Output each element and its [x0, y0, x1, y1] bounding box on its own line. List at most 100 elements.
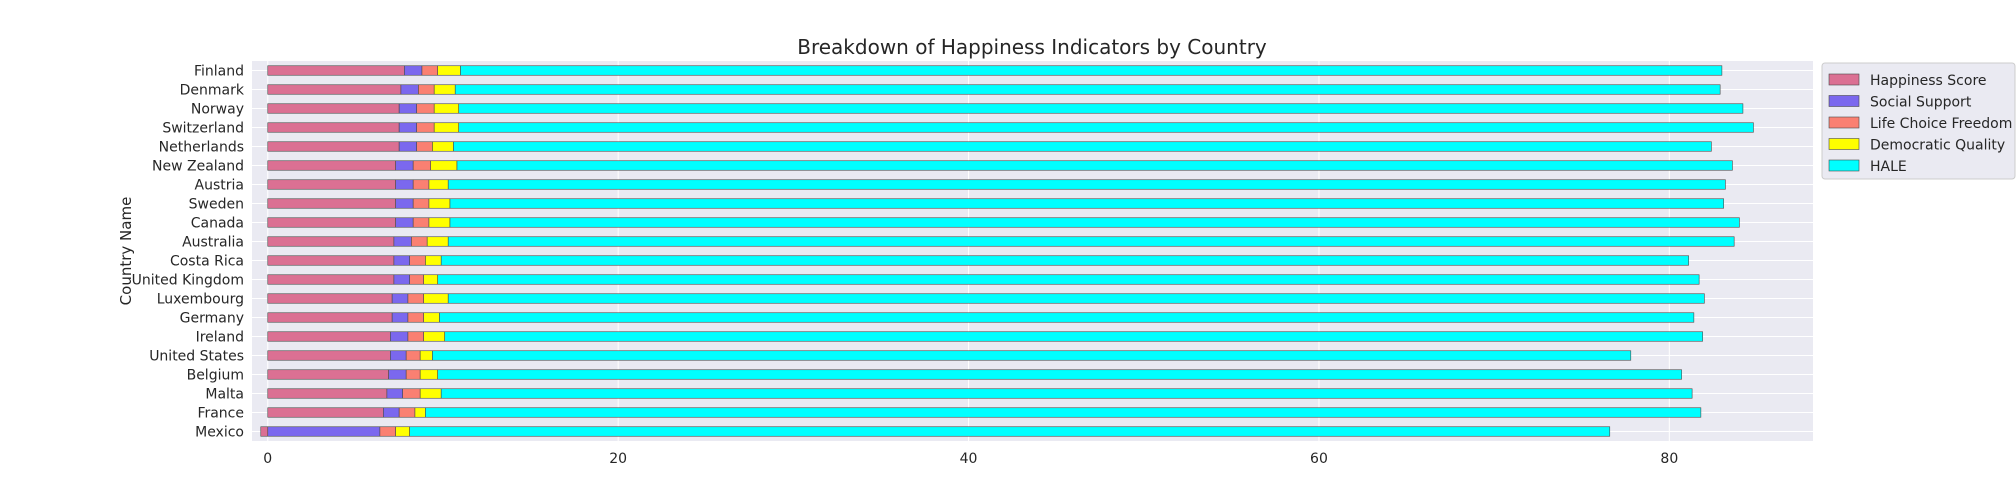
bar-segment — [267, 198, 396, 209]
bar-segment — [267, 350, 391, 361]
bar-segment — [267, 236, 395, 247]
bar-segment — [267, 122, 400, 133]
bar-segment — [437, 274, 1700, 285]
y-tick-label: Australia — [182, 235, 244, 251]
bar-segment — [267, 84, 402, 95]
y-tick-label: Costa Rica — [170, 254, 244, 270]
bar-segment — [409, 255, 426, 266]
bar-segment — [395, 179, 414, 190]
bar-segment — [395, 160, 414, 171]
bar-segment — [391, 312, 409, 323]
bar-segment — [428, 179, 449, 190]
bar-segment — [453, 141, 1712, 152]
bar-segment — [379, 426, 396, 437]
bar-segment — [412, 179, 430, 190]
bar-segment — [267, 255, 395, 266]
bar-segment — [393, 236, 412, 247]
bars — [260, 65, 1754, 437]
bar-segment — [425, 255, 442, 266]
legend: Happiness Score Social Support Life Choice… — [1821, 62, 2016, 180]
bar-segment — [423, 312, 440, 323]
legend-swatch — [1828, 116, 1860, 129]
bar-segment — [458, 103, 1744, 114]
y-tick-label: Finland — [194, 64, 244, 80]
legend-swatch — [1828, 73, 1860, 86]
y-tick-label: Mexico — [195, 425, 244, 441]
bar-segment — [423, 331, 446, 342]
bar-segment — [390, 331, 409, 342]
y-tick-label: Sweden — [189, 197, 244, 213]
bar-segment — [409, 274, 424, 285]
y-tick-label: Norway — [191, 102, 244, 118]
y-tick-label: Belgium — [187, 368, 244, 384]
bar-segment — [267, 141, 400, 152]
bar-segment — [426, 236, 449, 247]
bar-segment — [260, 426, 269, 437]
y-tick-label: New Zealand — [152, 159, 244, 175]
bar-segment — [416, 141, 433, 152]
bar-segment — [433, 84, 456, 95]
x-tick-label: 20 — [609, 451, 627, 467]
bar-segment — [407, 293, 424, 304]
bar-segment — [416, 103, 435, 114]
bar-segment — [437, 369, 1682, 380]
y-axis-label: Country Name — [117, 197, 135, 306]
plot-background — [252, 61, 1813, 441]
x-tick-labels: 0 20 40 60 80 — [263, 451, 1678, 467]
y-tick-labels: Finland Denmark Norway Switzerland Netherlan… — [132, 64, 245, 441]
bar-segment — [437, 65, 461, 76]
bar-segment — [432, 350, 1632, 361]
bar-segment — [267, 388, 388, 399]
bar-segment — [423, 274, 439, 285]
bar-segment — [440, 255, 1689, 266]
bar-segment — [395, 426, 410, 437]
bar-segment — [419, 388, 442, 399]
y-tick-label: Ireland — [196, 330, 244, 346]
bar-segment — [388, 369, 407, 380]
bar-segment — [423, 293, 449, 304]
legend-swatch — [1828, 95, 1860, 107]
bar-segment — [267, 369, 389, 380]
bar-segment — [416, 122, 435, 133]
legend-label: HALE — [1870, 159, 1907, 175]
bar-segment — [456, 160, 1733, 171]
y-tick-label: France — [197, 406, 244, 422]
bar-segment — [440, 388, 1693, 399]
chart-title: Breakdown of Happiness Indicators by Cou… — [797, 35, 1267, 59]
bar-segment — [267, 65, 405, 76]
bar-segment — [432, 141, 454, 152]
bar-segment — [419, 350, 433, 361]
legend-swatch — [1828, 159, 1860, 172]
bar-segment — [404, 65, 423, 76]
bar-segment — [400, 84, 419, 95]
bar-segment — [393, 255, 410, 266]
bar-segment — [460, 65, 1723, 76]
bar-segment — [425, 407, 1702, 418]
bar-segment — [411, 236, 428, 247]
bar-segment — [447, 293, 1705, 304]
x-tick-label: 40 — [960, 451, 978, 467]
bar-segment — [412, 217, 430, 228]
bar-segment — [390, 350, 407, 361]
bar-segment — [428, 217, 451, 228]
bar-segment — [267, 217, 396, 228]
bar-segment — [433, 103, 460, 114]
legend-label: Democratic Quality — [1870, 138, 2005, 154]
y-tick-label: Malta — [205, 387, 244, 403]
bar-segment — [418, 84, 435, 95]
bar-segment — [444, 331, 1703, 342]
bar-segment — [267, 160, 396, 171]
bar-segment — [433, 122, 460, 133]
bar-segment — [402, 388, 421, 399]
bar-segment — [430, 160, 458, 171]
bar-segment — [428, 198, 451, 209]
bar-segment — [267, 331, 391, 342]
bar-segment — [405, 369, 421, 380]
y-tick-label: Denmark — [180, 83, 245, 99]
bar-segment — [449, 217, 1740, 228]
bar-segment — [421, 65, 439, 76]
legend-label: Happiness Score — [1870, 73, 1987, 89]
y-tick-label: Canada — [191, 216, 244, 232]
bar-segment — [393, 274, 410, 285]
bar-segment — [447, 236, 1735, 247]
